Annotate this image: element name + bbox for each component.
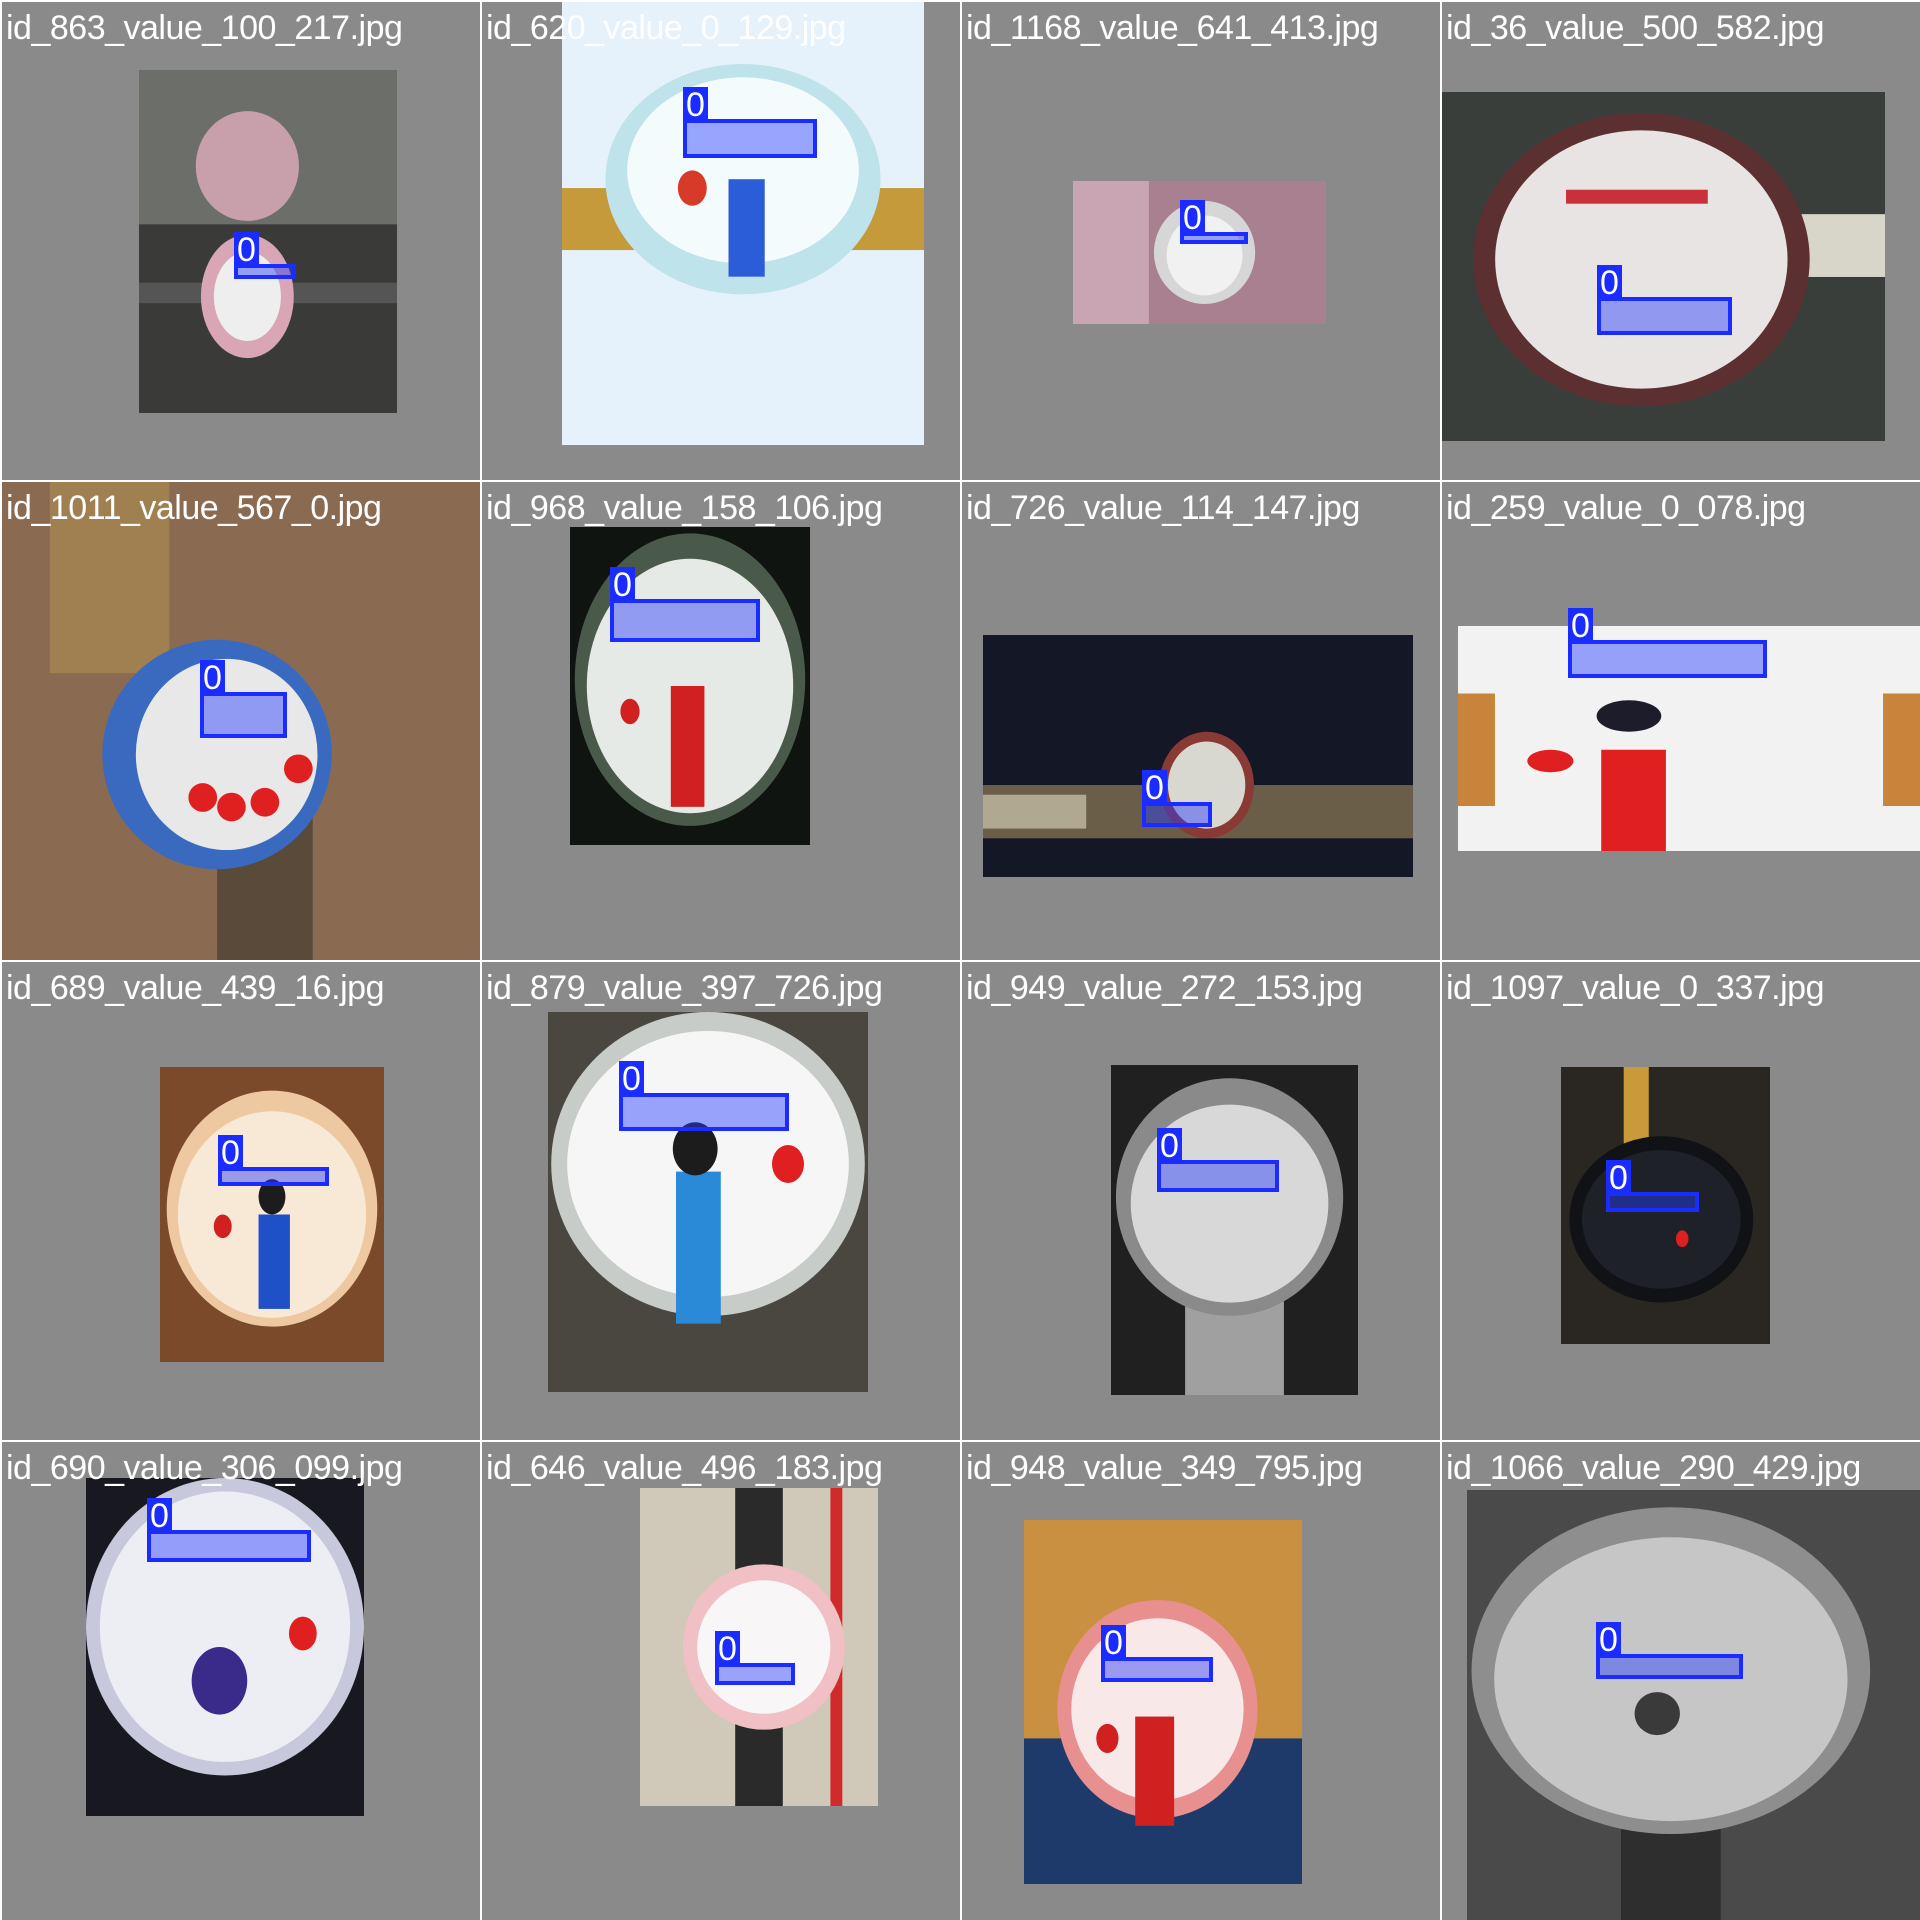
detection-label: 0 [715,1631,740,1667]
detection-box: 0 [200,660,287,738]
detection-box: 0 [1606,1160,1699,1212]
meter-photo [562,2,924,445]
grid-tile: id_1097_value_0_337.jpg 0 [1442,962,1920,1440]
detection-box: 0 [1597,265,1732,335]
detection-label: 0 [1597,265,1622,301]
meter-photo [548,1012,868,1392]
grid-tile: id_968_value_158_106.jpg 0 [482,482,960,960]
detection-box: 0 [1596,1622,1743,1679]
detection-label: 0 [200,660,225,696]
meter-photo [1111,1065,1358,1395]
detection-label: 0 [1101,1625,1126,1661]
detection-label: 0 [683,87,708,123]
detection-box: 0 [1157,1128,1279,1192]
meter-photo [1442,92,1885,441]
meter-photo [1467,1490,1920,1920]
grid-tile: id_879_value_397_726.jpg 0 [482,962,960,1440]
meter-photo [1024,1520,1302,1884]
grid-tile: id_1011_value_567_0.jpg 0 [2,482,480,960]
tile-caption: id_949_value_272_153.jpg [966,969,1363,1007]
tile-caption: id_689_value_439_16.jpg [6,969,384,1007]
detection-label: 0 [1157,1128,1182,1164]
tile-caption: id_863_value_100_217.jpg [6,9,403,47]
grid-tile: id_948_value_349_795.jpg 0 [962,1442,1440,1920]
tile-caption: id_1011_value_567_0.jpg [6,489,382,527]
tile-caption: id_879_value_397_726.jpg [486,969,883,1007]
detection-label: 0 [610,567,635,603]
meter-photo [160,1067,384,1362]
meter-photo [570,527,810,845]
grid-tile: id_863_value_100_217.jpg 0 [2,2,480,480]
tile-caption: id_948_value_349_795.jpg [966,1449,1363,1487]
meter-photo [983,635,1413,877]
tile-caption: id_690_value_306_099.jpg [6,1449,403,1487]
tile-caption: id_726_value_114_147.jpg [966,489,1360,527]
detection-box: 0 [610,567,760,642]
meter-photo [640,1488,878,1806]
tile-caption: id_968_value_158_106.jpg [486,489,883,527]
grid-tile: id_259_value_0_078.jpg 0 [1442,482,1920,960]
tile-caption: id_1066_value_290_429.jpg [1446,1449,1861,1487]
detection-label: 0 [1606,1160,1631,1196]
detection-box: 0 [147,1498,311,1562]
meter-photo [86,1478,364,1816]
meter-photo [139,70,397,413]
grid-tile: id_1066_value_290_429.jpg 0 [1442,1442,1920,1920]
detection-label: 0 [1596,1622,1621,1658]
tile-caption: id_36_value_500_582.jpg [1446,9,1824,47]
meter-photo [2,482,480,960]
detection-box: 0 [234,232,296,279]
grid-tile: id_949_value_272_153.jpg 0 [962,962,1440,1440]
tile-caption: id_1168_value_641_413.jpg [966,9,1379,47]
detection-label: 0 [234,232,259,268]
tile-caption: id_1097_value_0_337.jpg [1446,969,1824,1007]
detection-label: 0 [147,1498,172,1534]
detection-box: 0 [218,1135,329,1186]
detection-label: 0 [1568,608,1593,644]
grid-tile: id_690_value_306_099.jpg 0 [2,1442,480,1920]
grid-tile: id_1168_value_641_413.jpg 0 [962,2,1440,480]
detection-box: 0 [619,1061,789,1131]
detection-box: 0 [1568,608,1767,678]
grid-tile: id_646_value_496_183.jpg 0 [482,1442,960,1920]
detection-label: 0 [218,1135,243,1171]
detection-label: 0 [1180,200,1205,236]
detection-box: 0 [1142,770,1212,827]
tile-caption: id_620_value_0_129.jpg [486,9,846,47]
tile-caption: id_646_value_496_183.jpg [486,1449,883,1487]
detection-label: 0 [1142,770,1167,806]
grid-tile: id_36_value_500_582.jpg 0 [1442,2,1920,480]
detection-label: 0 [619,1061,644,1097]
grid-tile: id_620_value_0_129.jpg 0 [482,2,960,480]
detection-box: 0 [1180,200,1248,244]
grid-tile: id_689_value_439_16.jpg 0 [2,962,480,1440]
tile-caption: id_259_value_0_078.jpg [1446,489,1806,527]
detection-box: 0 [683,87,817,158]
detection-box: 0 [1101,1625,1213,1682]
grid-tile: id_726_value_114_147.jpg 0 [962,482,1440,960]
detection-box: 0 [715,1631,795,1685]
meter-photo [1458,626,1920,851]
